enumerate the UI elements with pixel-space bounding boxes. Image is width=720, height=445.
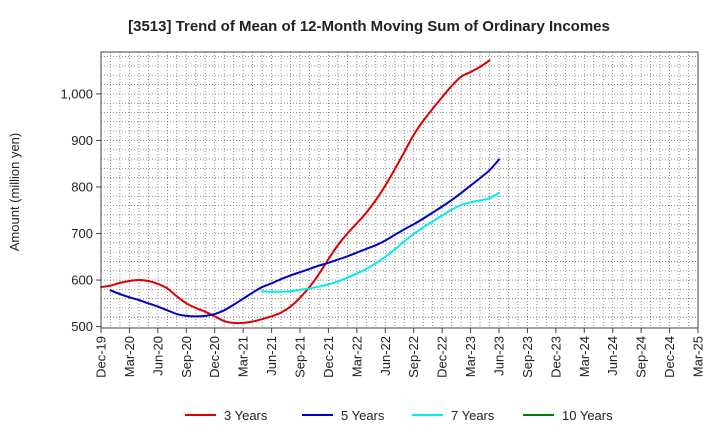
x-tick-label: Dec-21	[321, 336, 336, 378]
y-tick-label: 800	[71, 179, 93, 194]
series-layer	[100, 59, 500, 325]
legend-label-3-years: 3 Years	[224, 408, 268, 423]
x-tick-label: Mar-22	[349, 336, 364, 377]
x-tick-label: Sep-22	[406, 336, 421, 378]
y-axis-label: Amount (million yen)	[7, 133, 22, 252]
series-line-7-years	[261, 192, 500, 293]
grid-layer	[101, 52, 698, 328]
x-tick-label: Sep-20	[179, 336, 194, 378]
x-tick-label: Mar-21	[236, 336, 251, 377]
y-tick-layer: 500 600 700 800 900 1,000	[60, 86, 101, 334]
y-tick-label: 500	[71, 319, 93, 334]
legend: 3 Years 5 Years 7 Years 10 Years	[185, 408, 613, 423]
x-tick-label: Sep-23	[520, 336, 535, 378]
x-tick-label: Jun-20	[150, 336, 165, 376]
x-tick-label: Dec-20	[207, 336, 222, 378]
x-tick-label: Mar-20	[122, 336, 137, 377]
x-tick-label: Dec-23	[548, 336, 563, 378]
x-tick-label: Mar-24	[577, 336, 592, 377]
x-tick-label: Jun-24	[605, 336, 620, 376]
x-tick-label: Dec-24	[662, 336, 677, 378]
x-tick-label: Dec-19	[94, 336, 109, 378]
x-tick-label: Dec-22	[435, 336, 450, 378]
x-tick-label: Sep-21	[293, 336, 308, 378]
y-tick-label: 600	[71, 273, 93, 288]
x-tick-layer: Dec-19 Mar-20 Jun-20 Sep-20 Dec-20 Mar-21 Jun-…	[94, 328, 706, 378]
legend-label-7-years: 7 Years	[451, 408, 495, 423]
series-line-3-years	[100, 59, 491, 325]
x-tick-label: Mar-23	[463, 336, 478, 377]
series-line-5-years	[109, 158, 500, 318]
x-tick-label: Jun-23	[492, 336, 507, 376]
y-tick-label: 700	[71, 226, 93, 241]
chart-title: [3513] Trend of Mean of 12-Month Moving …	[128, 18, 610, 35]
x-tick-label: Jun-22	[378, 336, 393, 376]
legend-label-10-years: 10 Years	[562, 408, 613, 423]
legend-label-5-years: 5 Years	[341, 408, 385, 423]
x-tick-label: Jun-21	[264, 336, 279, 376]
plot-frame	[100, 51, 699, 329]
y-tick-label: 1,000	[60, 86, 93, 101]
y-tick-label: 900	[71, 133, 93, 148]
x-tick-label: Sep-24	[634, 336, 649, 378]
x-tick-label: Mar-25	[691, 336, 706, 377]
